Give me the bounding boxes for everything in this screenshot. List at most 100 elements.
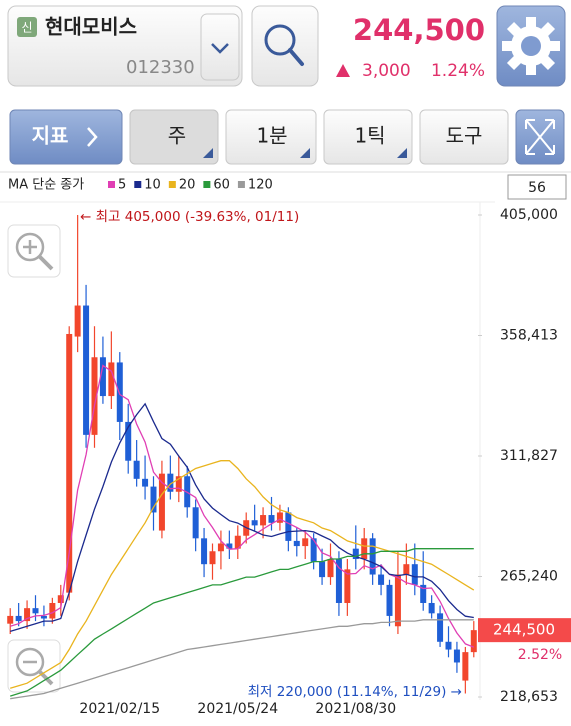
candle-body <box>361 538 368 560</box>
candle-body <box>445 641 452 650</box>
y-tick-label: 405,000 <box>500 207 558 223</box>
legend-swatch <box>237 181 245 188</box>
candle-body <box>175 476 182 492</box>
candle-body <box>125 421 132 461</box>
legend-swatch <box>108 181 115 188</box>
candle-body <box>428 602 435 614</box>
stock-name: 현대모비스 <box>45 15 137 39</box>
legend-label: 10 <box>144 178 161 193</box>
candle-body <box>369 538 376 575</box>
candle-body <box>150 486 157 513</box>
ma-line <box>10 460 475 689</box>
candle-body <box>462 652 469 681</box>
candle-body <box>201 538 208 565</box>
candle-body <box>251 520 258 526</box>
candle-body <box>158 473 165 531</box>
indicator-chevron <box>87 127 98 147</box>
candle-body <box>7 615 14 624</box>
stock-box[interactable] <box>7 5 243 87</box>
zoom-in[interactable] <box>7 224 61 278</box>
period-button[interactable] <box>129 109 219 165</box>
tools-label: 도구 <box>446 124 483 148</box>
legend-swatch <box>134 181 142 188</box>
count-box <box>507 174 567 200</box>
candle-body <box>40 615 47 619</box>
minute-button[interactable] <box>225 109 317 165</box>
candle-body <box>142 478 149 487</box>
badge-text: 신 <box>21 21 32 35</box>
candle-body <box>226 543 233 549</box>
corner-mark <box>397 148 407 158</box>
candle-body <box>24 608 31 622</box>
tick-button[interactable] <box>323 109 413 165</box>
zoom-out[interactable] <box>7 639 61 693</box>
y-tick-label: 218,653 <box>500 689 558 705</box>
expand-icon <box>525 119 555 155</box>
candle-body <box>108 362 115 397</box>
ma-label: MA 단순 종가 <box>8 178 84 193</box>
candle-body <box>344 569 351 603</box>
ma-line <box>10 619 474 700</box>
dropdown-button[interactable] <box>200 13 240 81</box>
candle-body <box>437 613 444 642</box>
indicator-label: 지표 <box>32 124 69 148</box>
candle-body <box>276 512 283 523</box>
legend-label: 60 <box>213 178 230 193</box>
last-price-box <box>478 618 571 643</box>
candle-body <box>209 551 216 565</box>
candle-body <box>411 564 418 585</box>
legend-swatch <box>203 181 211 188</box>
x-tick-label: 2021/05/24 <box>197 701 278 717</box>
y-tick-label: 265,240 <box>500 568 558 584</box>
legend-label: 5 <box>118 178 126 193</box>
legend-swatch <box>168 181 176 188</box>
tick-label: 1틱 <box>354 124 385 148</box>
candle-body <box>268 515 275 523</box>
candle-body <box>167 473 174 492</box>
candle-body <box>293 540 300 547</box>
stock-code: 012330 <box>126 57 195 78</box>
candle-body <box>470 630 477 653</box>
minute-label: 1분 <box>256 124 287 148</box>
legend-label: 120 <box>248 178 273 193</box>
last-price-note: 2.52% <box>518 647 562 663</box>
plot <box>7 215 477 700</box>
candle-body <box>319 561 326 578</box>
candle-body <box>57 595 64 603</box>
candle-body <box>260 515 267 526</box>
candle-body <box>116 362 123 422</box>
x-tick-label: 2021/02/15 <box>79 701 160 717</box>
search-icon <box>264 24 296 56</box>
candle-body <box>394 574 401 627</box>
corner-mark <box>300 148 310 158</box>
price-change: 3,000 <box>362 61 411 81</box>
candle-body <box>327 559 334 578</box>
candle-body <box>133 460 140 479</box>
low-annotation: 최저 220,000 (11.14%, 11/29) → <box>248 684 462 700</box>
badge <box>17 17 37 37</box>
last-price-label: 244,500 <box>493 621 555 639</box>
candle-body <box>32 608 39 614</box>
candle-body <box>217 543 224 552</box>
gear-icon <box>502 17 560 75</box>
legend-label: 20 <box>179 178 196 193</box>
corner-mark <box>203 148 213 158</box>
candle-body <box>302 538 309 547</box>
candle-body <box>83 305 90 435</box>
period-label: 주 <box>168 124 186 148</box>
candle-body <box>453 649 460 663</box>
ma-line <box>10 402 474 633</box>
candle-body <box>310 538 317 562</box>
candle-body <box>66 333 73 593</box>
candle-body <box>192 507 199 539</box>
visible-count: 56 <box>528 180 546 196</box>
tools-button[interactable] <box>419 109 509 165</box>
indicator-button[interactable] <box>9 109 123 165</box>
candle-body <box>335 559 342 603</box>
candle-body <box>403 564 410 575</box>
search-button[interactable] <box>251 5 319 87</box>
candle-body <box>74 305 81 337</box>
high-annotation: ← 최고 405,000 (-39.63%, 01/11) <box>80 209 299 225</box>
chevron-icon <box>211 43 229 54</box>
